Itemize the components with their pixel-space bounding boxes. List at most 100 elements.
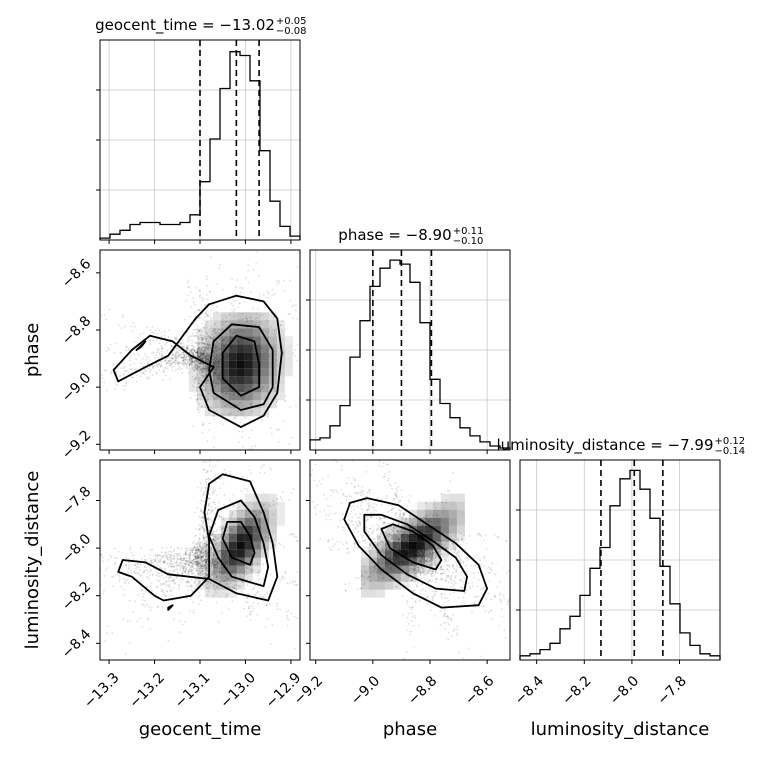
sample-point (217, 620, 220, 623)
sample-point (231, 599, 234, 602)
sample-point (201, 555, 203, 558)
sample-point (217, 501, 220, 504)
sample-point (141, 625, 144, 628)
sample-point (369, 580, 372, 583)
sample-point (202, 423, 205, 426)
sample-point (202, 363, 204, 366)
sample-point (200, 557, 203, 560)
sample-point (206, 347, 209, 350)
sample-point (139, 617, 142, 620)
sample-point (278, 280, 280, 282)
sample-point (363, 576, 366, 578)
sample-point (168, 362, 171, 365)
density-cell (260, 493, 269, 502)
sample-point (204, 346, 207, 349)
sample-point (198, 529, 201, 532)
sample-point (228, 393, 231, 395)
sample-point (481, 587, 484, 590)
sample-point (189, 554, 192, 557)
sample-point (250, 570, 253, 573)
sample-point (196, 350, 199, 353)
sample-point (186, 357, 188, 360)
sample-point (198, 556, 201, 558)
sample-point (419, 593, 422, 596)
sample-point (206, 358, 209, 361)
sample-point (225, 335, 228, 338)
sample-point (205, 359, 207, 362)
sample-point (238, 523, 241, 526)
sample-point (171, 359, 174, 361)
sample-point (203, 349, 206, 352)
sample-point (203, 553, 206, 556)
sample-point (392, 534, 395, 537)
sample-point (179, 349, 182, 352)
sample-point (301, 409, 303, 411)
sample-point (203, 542, 206, 545)
sample-point (123, 581, 126, 584)
sample-point (169, 360, 172, 362)
sample-point (378, 516, 380, 519)
sample-point (222, 456, 224, 458)
sample-point (102, 560, 104, 563)
sample-point (141, 357, 144, 360)
sample-point (190, 345, 193, 347)
sample-point (206, 543, 209, 546)
sample-point (193, 381, 196, 384)
sample-point (179, 581, 182, 583)
sample-point (210, 505, 213, 508)
sample-point (170, 566, 173, 568)
sample-point (211, 553, 214, 555)
sample-point (157, 356, 160, 359)
sample-point (96, 376, 98, 378)
sample-point (484, 610, 487, 612)
sample-point (183, 565, 186, 568)
sample-point (198, 349, 201, 352)
sample-point (269, 643, 272, 646)
sample-point (175, 565, 178, 567)
sample-point (143, 373, 146, 376)
sample-point (206, 511, 209, 514)
sample-point (206, 354, 209, 356)
sample-point (276, 498, 279, 501)
sample-point (412, 567, 415, 570)
sample-point (203, 468, 206, 471)
sample-point (288, 442, 290, 445)
sample-point (249, 611, 252, 613)
sample-point (314, 406, 316, 408)
sample-point (180, 342, 183, 344)
sample-point (195, 551, 197, 554)
density-cell (212, 392, 221, 401)
sample-point (197, 354, 200, 357)
sample-point (262, 294, 265, 296)
sample-point (409, 579, 412, 582)
density-cell (252, 368, 261, 377)
sample-point (179, 552, 181, 555)
sample-point (184, 552, 187, 554)
sample-point (173, 361, 176, 364)
sample-point (193, 354, 196, 357)
sample-point (186, 355, 188, 357)
sample-point (213, 397, 216, 400)
sample-point (162, 561, 165, 564)
sample-point (207, 361, 210, 364)
sample-point (490, 609, 493, 611)
sample-point (150, 606, 153, 609)
sample-point (255, 435, 257, 437)
sample-point (260, 511, 263, 514)
sample-point (164, 551, 167, 554)
sample-point (122, 375, 125, 377)
sample-point (189, 315, 191, 318)
sample-point (202, 367, 204, 370)
sample-point (391, 529, 393, 531)
sample-point (191, 363, 193, 366)
sample-point (206, 343, 209, 346)
sample-point (293, 533, 296, 536)
density-cell (220, 344, 229, 353)
sample-point (261, 386, 264, 388)
density-cell (196, 392, 205, 401)
density-cell (212, 368, 221, 377)
sample-point (152, 561, 155, 564)
sample-point (216, 334, 219, 337)
sample-point (201, 568, 204, 570)
density-cell (236, 541, 245, 550)
